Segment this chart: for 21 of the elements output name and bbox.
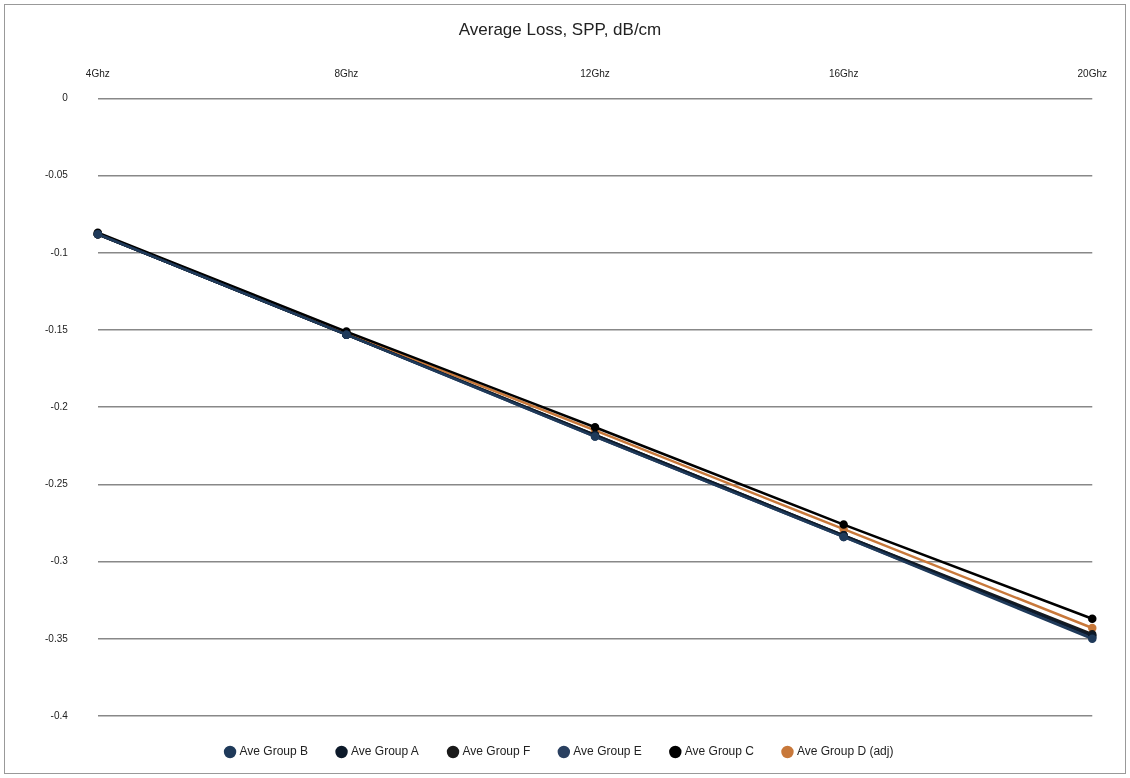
y-tick-label: -0.35 bbox=[45, 632, 69, 644]
x-tick-label: 8Ghz bbox=[334, 68, 359, 80]
legend-label: Ave Group B bbox=[239, 744, 309, 759]
y-tick-label: 0 bbox=[62, 92, 69, 104]
x-tick-label: 20Ghz bbox=[1077, 68, 1107, 80]
y-tick-label: -0.1 bbox=[50, 246, 69, 258]
legend-label: Ave Group F bbox=[462, 744, 531, 759]
y-tick-label: -0.2 bbox=[50, 400, 69, 412]
legend-label: Ave Group A bbox=[351, 744, 419, 759]
y-tick-label: -0.05 bbox=[45, 169, 69, 181]
chart-title: Average Loss, SPP, dB/cm bbox=[458, 19, 662, 39]
x-tick-label: 16Ghz bbox=[828, 68, 859, 80]
y-tick-label: -0.15 bbox=[45, 323, 69, 335]
x-tick-label: 12Ghz bbox=[580, 68, 610, 80]
y-tick-label: -0.3 bbox=[50, 555, 69, 567]
y-tick-label: -0.25 bbox=[45, 478, 69, 490]
legend-label: Ave Group E bbox=[573, 744, 642, 759]
legend-label: Ave Group D (adj) bbox=[796, 744, 894, 759]
legend-label: Ave Group C bbox=[684, 744, 755, 759]
x-tick-label: 4Ghz bbox=[85, 68, 110, 80]
y-tick-label: -0.4 bbox=[50, 709, 69, 721]
